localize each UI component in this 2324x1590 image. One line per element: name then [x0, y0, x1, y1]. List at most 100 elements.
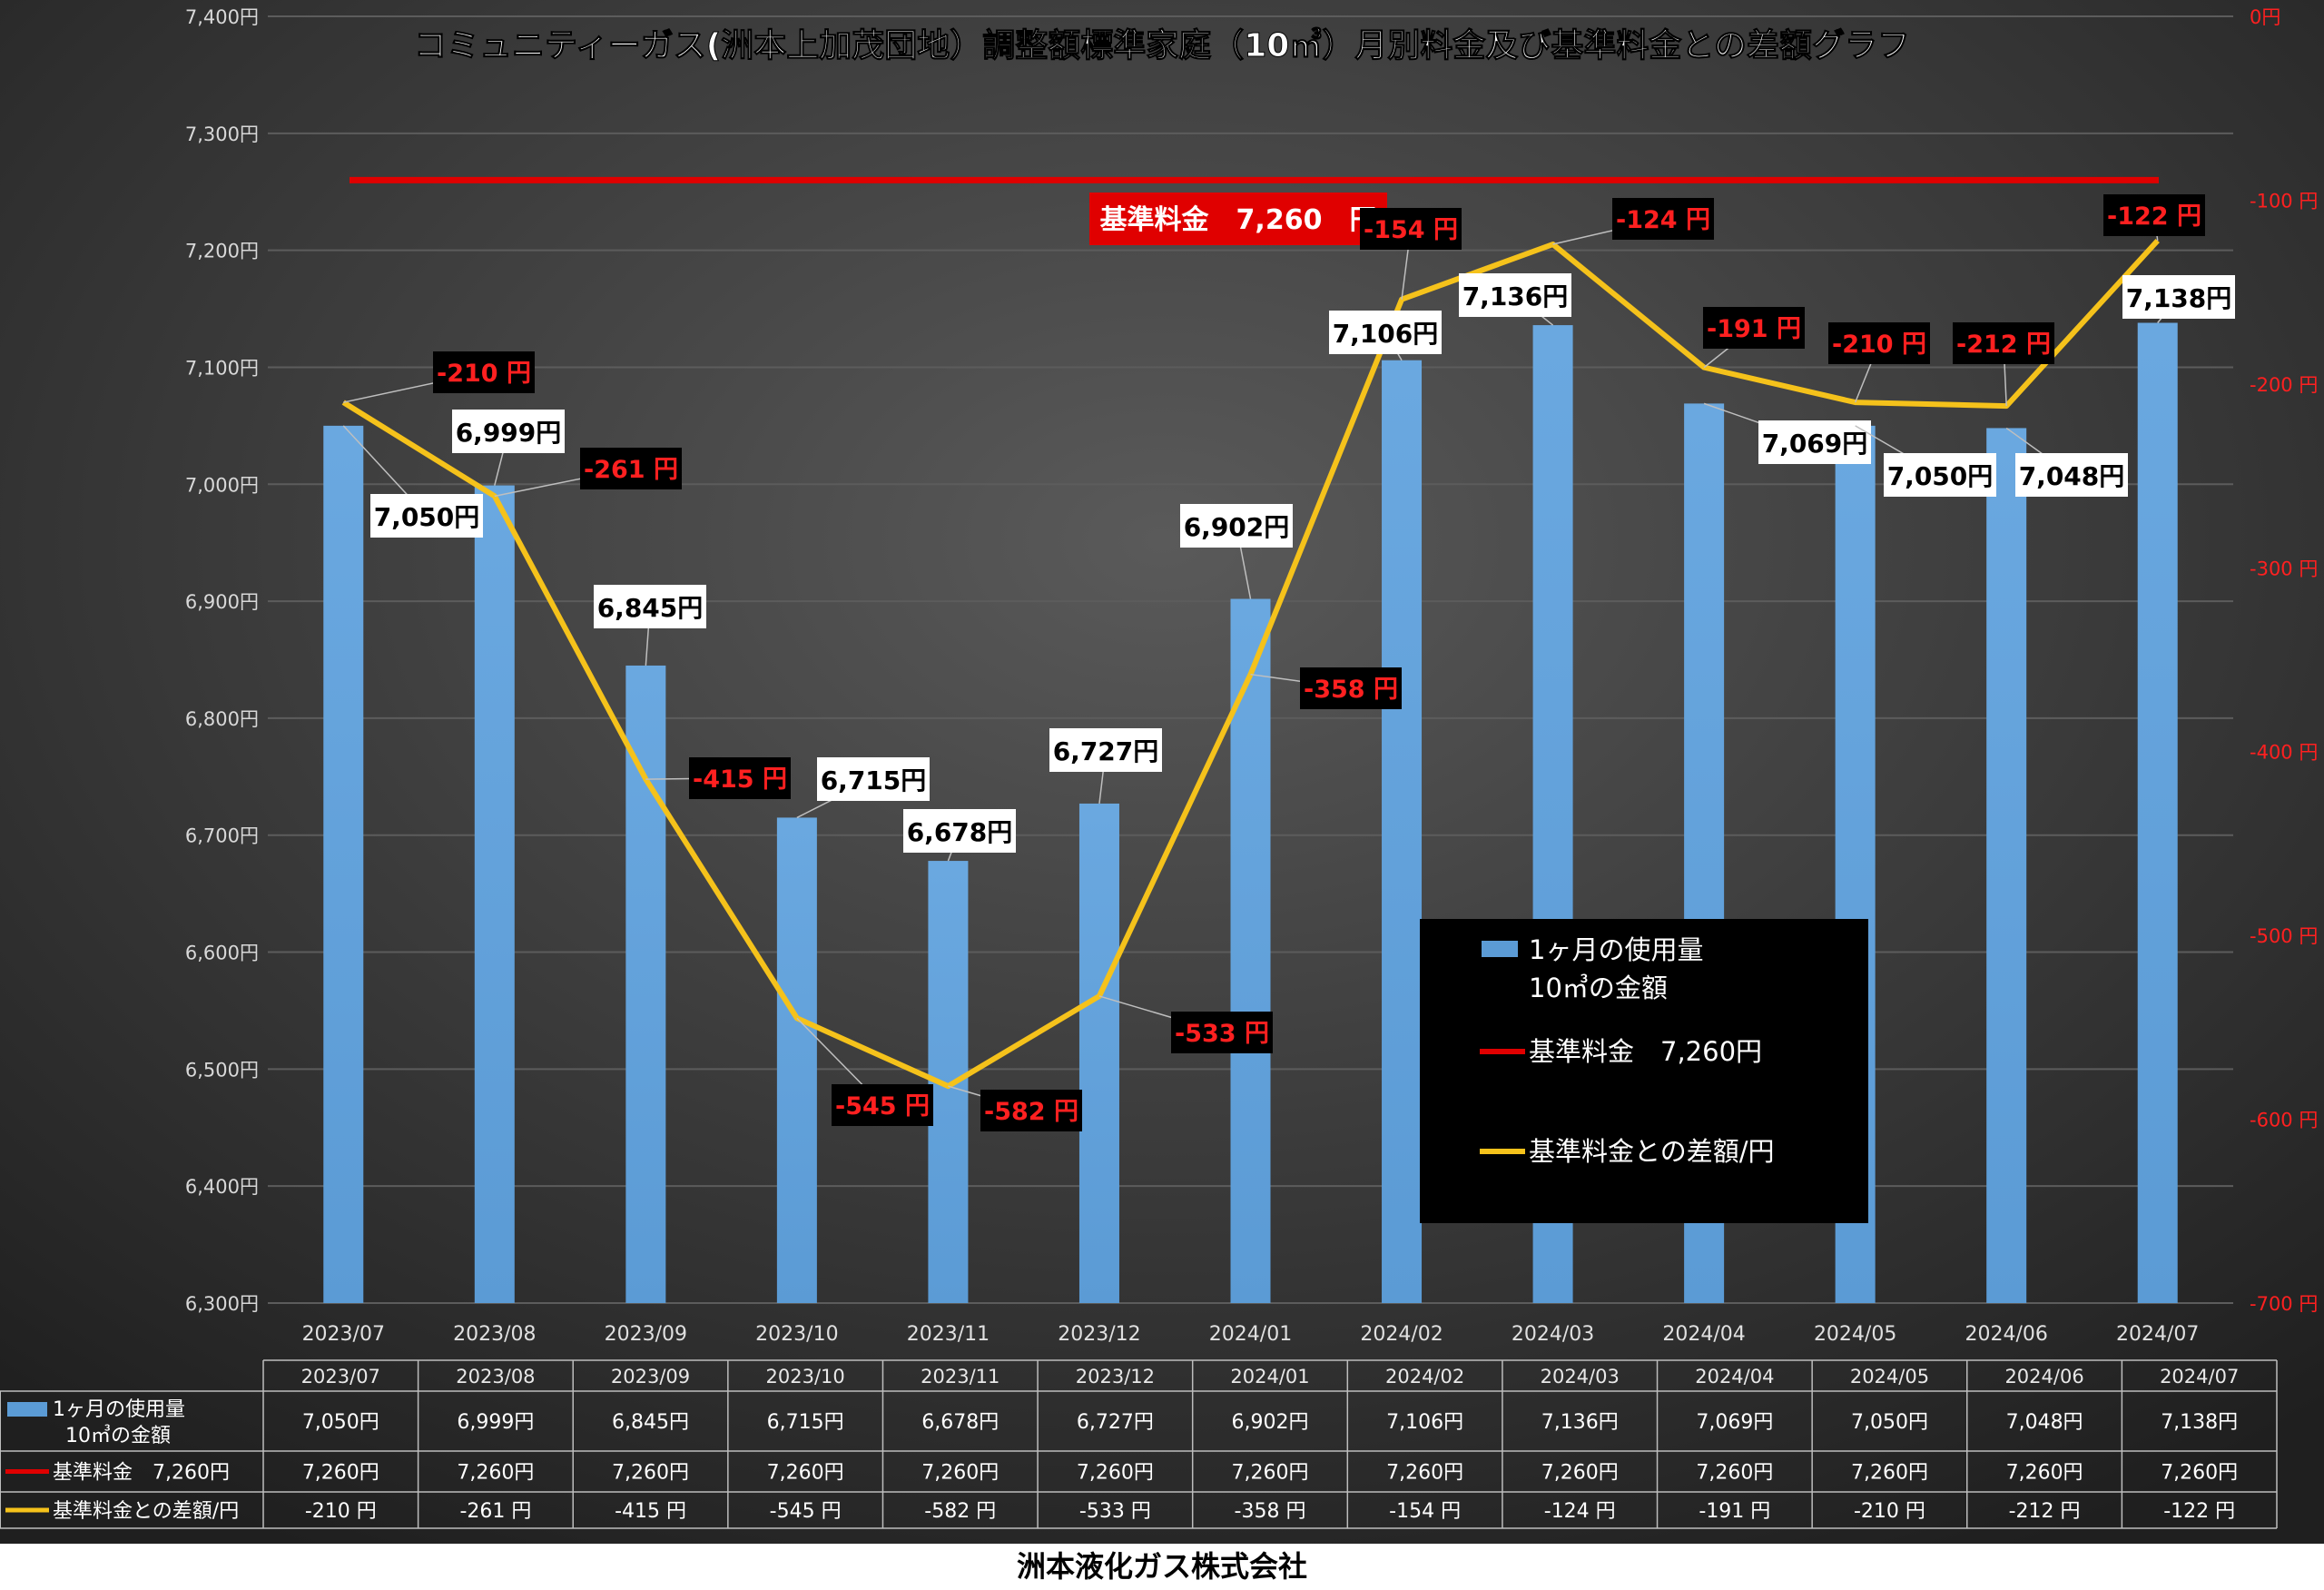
table-cell: 7,260円 — [2161, 1462, 2238, 1485]
y-right-tick-label: -700 円 — [2250, 1293, 2318, 1315]
table-header: 2023/07 — [301, 1366, 380, 1388]
y-right-tick-label: -100 円 — [2250, 190, 2318, 212]
diff-value-label-box — [2103, 194, 2205, 236]
x-tick-label: 2023/10 — [755, 1323, 838, 1346]
table-cell: 7,260円 — [1386, 1462, 1463, 1485]
y-right-tick-label: 0円 — [2250, 6, 2280, 28]
diff-value-labels: -210 円 -261 円 -415 円 -545 円 -582 円 -533 円 -358… — [343, 194, 2205, 1131]
bar-value-label-box — [817, 757, 930, 801]
table-cell: -261 円 — [459, 1500, 531, 1523]
x-tick-label: 2024/03 — [1512, 1323, 1594, 1346]
table-cell: 7,260円 — [1696, 1462, 1773, 1485]
table-cell: -122 円 — [2163, 1500, 2235, 1523]
table-cell: 7,260円 — [2006, 1462, 2083, 1485]
bar-value-label: 7,138円 — [2126, 283, 2232, 313]
diff-value-label-box — [1828, 322, 1930, 364]
bar-value-label: 6,727円 — [1053, 736, 1159, 766]
table-cell: 7,069円 — [1696, 1411, 1773, 1434]
diff-value-label: -212 円 — [1956, 331, 2051, 359]
table-cell: 7,260円 — [1232, 1462, 1309, 1485]
table-cell: 6,999円 — [457, 1411, 534, 1434]
table-cell: 7,050円 — [1851, 1411, 1928, 1434]
diff-value-label-box — [1953, 322, 2054, 364]
table-row-label: 基準料金との差額/円 — [53, 1500, 239, 1523]
table-header: 2024/01 — [1230, 1366, 1309, 1388]
table-header: 2024/06 — [2004, 1366, 2083, 1388]
diff-value-label-box — [1300, 667, 1402, 709]
x-tick-label: 2023/12 — [1058, 1323, 1140, 1346]
bar-value-label-box — [370, 494, 483, 538]
x-tick-label: 2023/11 — [907, 1323, 990, 1346]
table-cell: 7,050円 — [302, 1411, 379, 1434]
y-left-tick-label: 7,100円 — [185, 357, 259, 379]
y-right-tick-label: -600 円 — [2250, 1110, 2318, 1131]
bar-value-label: 7,050円 — [374, 502, 480, 532]
table-row-label: 基準料金 7,260円 — [53, 1462, 230, 1485]
standard-label-box — [1089, 193, 1387, 245]
table-cell: 7,138円 — [2161, 1411, 2238, 1434]
y-right-tick-label: -400 円 — [2250, 742, 2318, 764]
diff-value-label: -124 円 — [1616, 206, 1710, 234]
bar-value-labels: 7,050円 6,999円 6,845円 6,715円 6,678円 6,727円 6,90… — [342, 273, 2235, 862]
x-tick-label: 2024/02 — [1360, 1323, 1443, 1346]
y-left-tick-label: 6,900円 — [185, 591, 259, 613]
bar-value-label-box — [1049, 728, 1162, 772]
table-cell: 7,260円 — [302, 1462, 379, 1485]
table-cell: 7,260円 — [612, 1462, 689, 1485]
table-cell: 7,106円 — [1386, 1411, 1463, 1434]
table-cell: 7,260円 — [1851, 1462, 1928, 1485]
diff-value-label-box — [832, 1084, 933, 1126]
x-tick-label: 2023/07 — [302, 1323, 385, 1346]
x-tick-label: 2024/05 — [1814, 1323, 1896, 1346]
table-cell: -154 円 — [1389, 1500, 1461, 1523]
bar-value-label-box — [1180, 504, 1293, 548]
y-left-tick-label: 6,300円 — [185, 1293, 259, 1315]
x-tick-label: 2024/01 — [1209, 1323, 1292, 1346]
table-row-label: 10㎥の金額 — [65, 1424, 171, 1447]
diff-value-label: -415 円 — [693, 765, 787, 794]
legend-label-diff: 基準料金との差額/円 — [1529, 1136, 1774, 1167]
table-cell: 6,845円 — [612, 1411, 689, 1434]
legend-box — [1420, 919, 1868, 1223]
bar-value-label: 7,069円 — [1762, 429, 1868, 459]
diff-value-label: -358 円 — [1304, 676, 1398, 704]
bar-value-label-box — [2122, 275, 2235, 319]
bar — [1382, 360, 1423, 1303]
y-right-tick-label: -300 円 — [2250, 558, 2318, 579]
bar-value-label-box — [1459, 273, 1571, 317]
bar — [2137, 322, 2178, 1303]
diff-value-label-box — [1360, 208, 1462, 250]
table-cell: 7,260円 — [1541, 1462, 1619, 1485]
table-header: 2024/07 — [2160, 1366, 2239, 1388]
bar — [1986, 428, 2027, 1303]
table-header: 2023/08 — [456, 1366, 535, 1388]
x-tick-label: 2024/06 — [1965, 1323, 2047, 1346]
y-left-tick-label: 6,700円 — [185, 825, 259, 847]
table-row-swatch — [7, 1402, 47, 1417]
bar — [776, 817, 817, 1303]
bar-value-label-box — [903, 809, 1016, 853]
bar-value-label-box — [1329, 311, 1442, 354]
bar-value-label: 6,678円 — [907, 817, 1013, 847]
bar-value-label: 6,902円 — [1184, 512, 1290, 542]
bar-value-label-box — [452, 410, 565, 453]
bar — [1078, 803, 1119, 1303]
table-cell: -212 円 — [2009, 1500, 2081, 1523]
legend-label-standard: 基準料金 7,260円 — [1529, 1036, 1762, 1067]
bar-value-label: 7,136円 — [1462, 281, 1569, 311]
diff-value-label: -210 円 — [1832, 331, 1926, 359]
bar-value-label: 7,050円 — [1887, 461, 1994, 491]
legend-swatch-bar — [1482, 941, 1518, 957]
bar-value-label-box — [1758, 420, 1871, 464]
table-cell: -210 円 — [1854, 1500, 1925, 1523]
bar — [323, 425, 364, 1303]
y-right-tick-label: -200 円 — [2250, 374, 2318, 396]
bar — [625, 665, 666, 1303]
y-axis-right: -700 円 -600 円 -500 円 -400 円 -300 円 -200 円 -100… — [2250, 6, 2318, 1315]
diff-value-label: -545 円 — [835, 1092, 930, 1121]
bar-value-label-box — [1884, 453, 1996, 497]
table-cell: -191 円 — [1699, 1500, 1770, 1523]
diff-value-label: -154 円 — [1364, 216, 1458, 244]
bar — [1230, 598, 1271, 1303]
